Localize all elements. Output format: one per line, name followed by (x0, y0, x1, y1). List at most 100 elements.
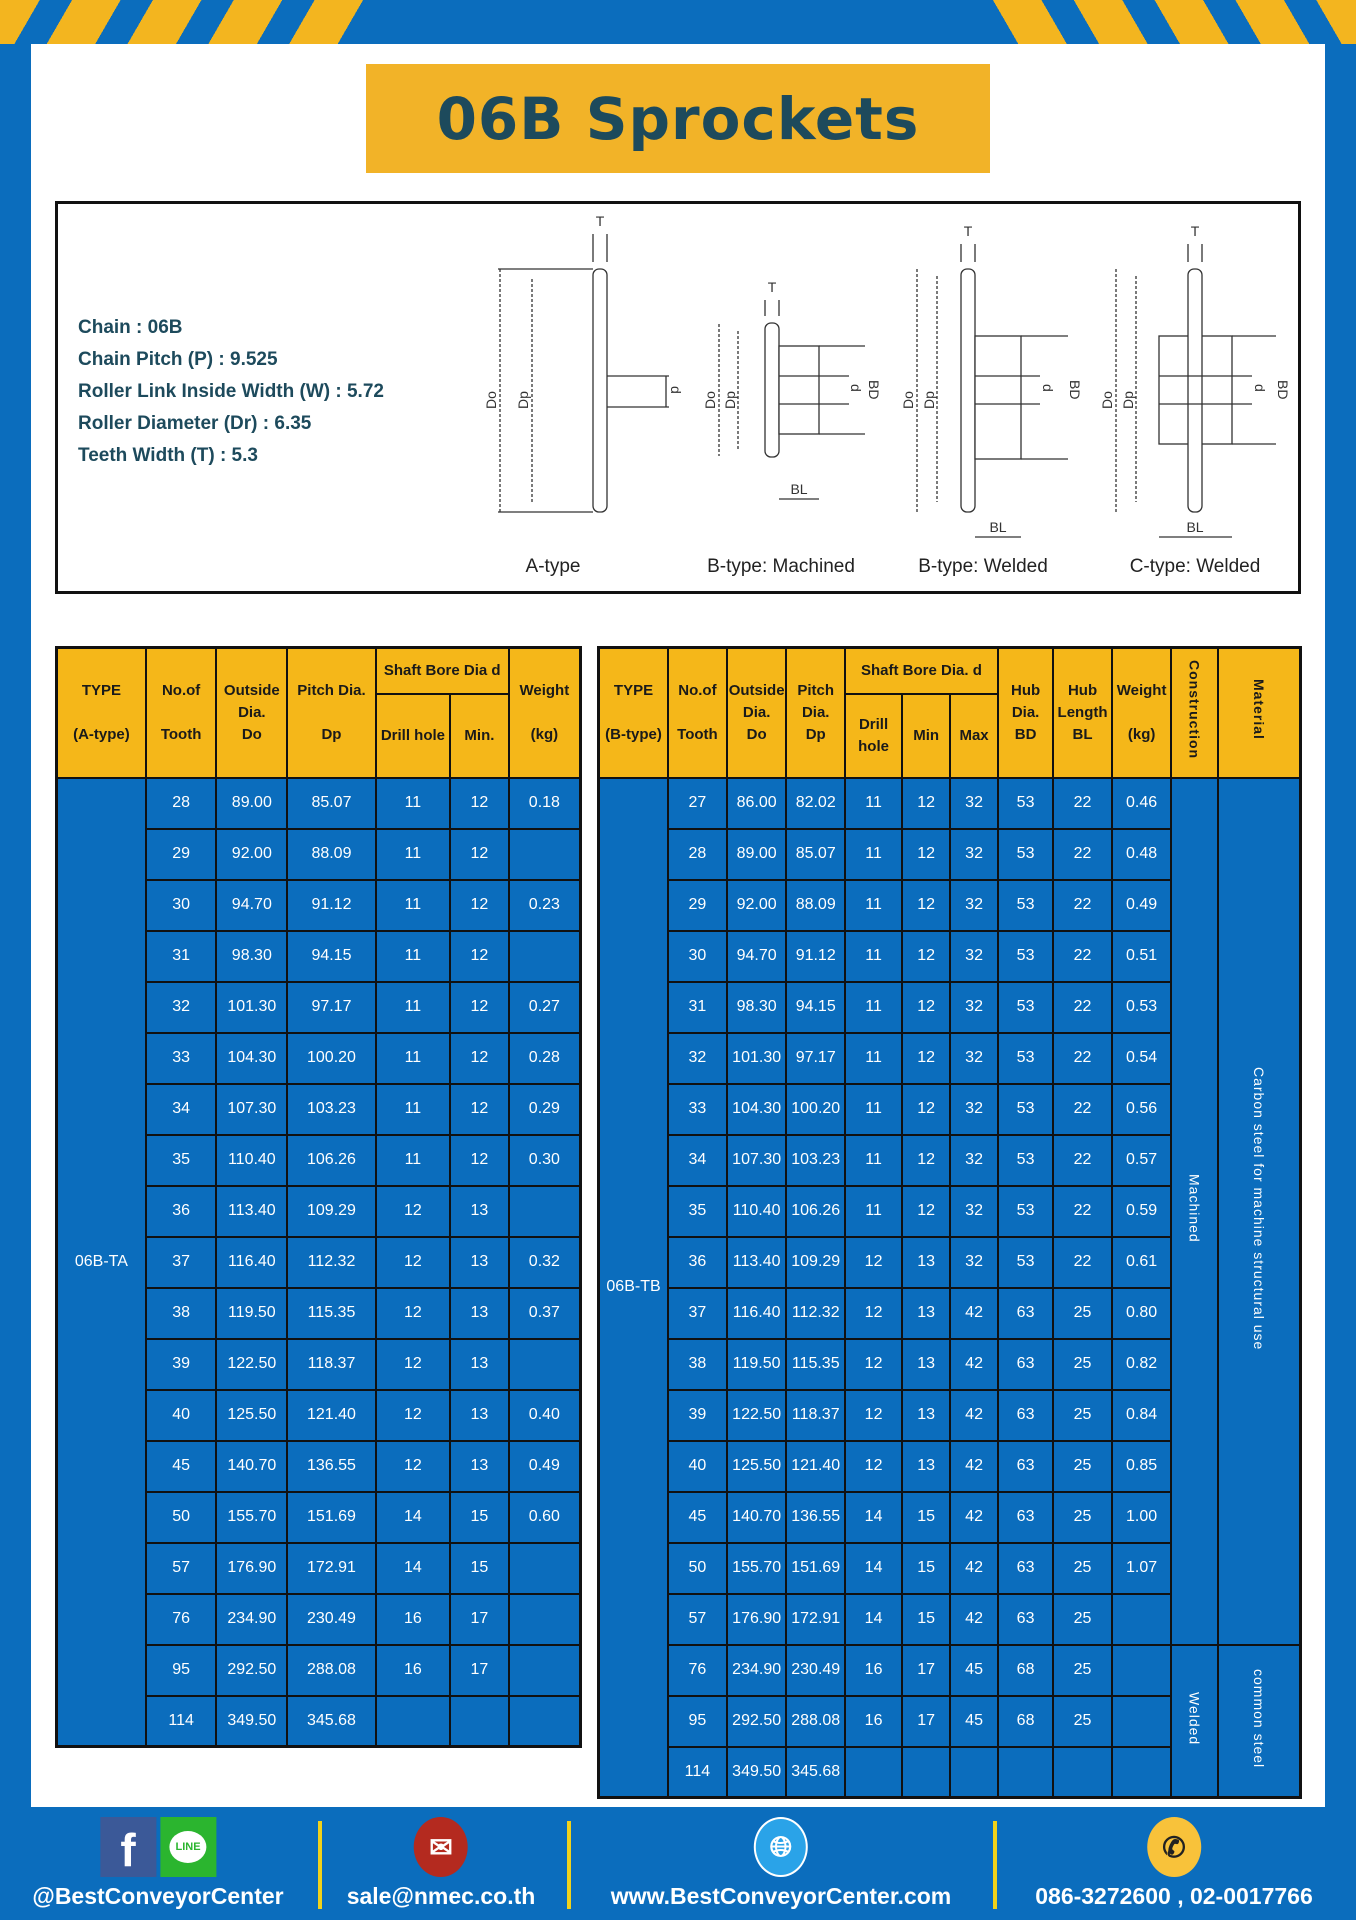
material-label: Carbon steel for machine structural use (1250, 1066, 1267, 1351)
social-handle[interactable]: @BestConveyorCenter (32, 1883, 284, 1909)
cell-min-bore: 13 (901, 1235, 952, 1289)
spec-chain: Chain : 06B (78, 317, 183, 338)
dim-label-d: d (848, 384, 864, 392)
cell-pitch-dia: 112.32 (286, 1235, 377, 1289)
cell-teeth: 33 (667, 1082, 728, 1136)
cell-pitch-dia: 136.55 (785, 1490, 846, 1544)
cell-min-bore: 13 (449, 1388, 510, 1442)
cell-outside-dia: 110.40 (725, 1184, 788, 1238)
cell-outside-dia: 349.50 (215, 1694, 289, 1748)
cell-min-bore: 12 (449, 878, 510, 932)
cell-drill-hole: 11 (374, 1133, 452, 1187)
cell-hub-dia: 63 (996, 1286, 1055, 1340)
cell-weight: 1.07 (1110, 1541, 1173, 1595)
website-link[interactable]: www.BestConveyorCenter.com (610, 1883, 952, 1909)
page-title: 06B Sprockets (366, 64, 990, 173)
footer-email[interactable]: ✉ sale@nmec.co.th (346, 1817, 536, 1910)
cell-max-bore: 42 (949, 1337, 999, 1391)
cell-drill-hole (843, 1745, 904, 1799)
footer-website[interactable]: 🌐︎ www.BestConveyorCenter.com (611, 1817, 951, 1910)
type-cell: 06B-TA (55, 776, 147, 1748)
cell-hub-dia: 53 (996, 1235, 1055, 1289)
material-cell: common steel (1216, 1643, 1302, 1799)
dim-label-bd: BD (1275, 380, 1291, 399)
cell-hub-length: 22 (1052, 1235, 1113, 1289)
cell-teeth: 57 (144, 1541, 218, 1595)
cell-weight: 0.57 (1110, 1133, 1173, 1187)
cell-teeth: 40 (144, 1388, 218, 1442)
cell-weight (507, 1592, 582, 1646)
table-row: 06B-TA 28 89.00 85.07 11 12 0.18 (55, 776, 582, 1748)
cell-min-bore: 12 (449, 1031, 510, 1085)
footer-phone[interactable]: ✆ 086-3272600 , 02-0017766 (1035, 1817, 1313, 1910)
cell-teeth: 38 (667, 1337, 728, 1391)
cell-weight: 0.54 (1110, 1031, 1173, 1085)
footer: f LINE @BestConveyorCenter ✉ sale@nmec.c… (0, 1807, 1356, 1920)
cell-weight: 0.53 (1110, 980, 1173, 1034)
cell-hub-length: 22 (1052, 1184, 1113, 1238)
cell-min-bore: 12 (901, 1082, 952, 1136)
dim-label-do: Do (702, 391, 718, 409)
cell-teeth: 36 (144, 1184, 218, 1238)
cell-pitch-dia: 82.02 (785, 776, 846, 830)
facebook-icon[interactable]: f (100, 1817, 156, 1877)
spec-teeth-width: Teeth Width (T) : 5.3 (78, 445, 258, 466)
dim-label-do: Do (900, 391, 916, 409)
cell-hub-dia: 68 (996, 1694, 1055, 1748)
cell-hub-dia: 63 (996, 1490, 1055, 1544)
cell-pitch-dia: 115.35 (286, 1286, 377, 1340)
cell-pitch-dia: 230.49 (286, 1592, 377, 1646)
cell-weight (1110, 1745, 1173, 1799)
header-outside-dia: Outside Dia. Do (725, 646, 788, 779)
cell-min-bore: 12 (449, 980, 510, 1034)
table-row: 34 107.30 103.23 11 12 0.29 (57, 1082, 582, 1136)
dim-label-d: d (1252, 384, 1268, 392)
header-min: Min. (449, 692, 510, 779)
cell-drill-hole: 16 (374, 1643, 452, 1697)
cell-weight: 0.80 (1110, 1286, 1173, 1340)
cell-max-bore: 32 (949, 1082, 999, 1136)
cell-max-bore: 32 (949, 1031, 999, 1085)
cell-teeth: 29 (144, 827, 218, 881)
dim-label-dp: Dp (1120, 391, 1136, 409)
phone-numbers[interactable]: 086-3272600 , 02-0017766 (1035, 1883, 1313, 1909)
cell-pitch-dia: 85.07 (785, 827, 846, 881)
cell-min-bore: 15 (449, 1490, 510, 1544)
cell-hub-length: 22 (1052, 1082, 1113, 1136)
label-b-type-machined: B-type: Machined (707, 556, 855, 577)
cell-outside-dia: 104.30 (215, 1031, 289, 1085)
table-row: 40 125.50 121.40 12 13 42 63 25 0.85 (599, 1439, 1301, 1493)
email-link[interactable]: sale@nmec.co.th (346, 1883, 536, 1909)
cell-drill-hole: 16 (374, 1592, 452, 1646)
cell-max-bore (949, 1745, 999, 1799)
table-row: 76 234.90 230.49 16 17 45 68 25 Welded common ste… (599, 1643, 1302, 1799)
construction-label: Welded (1186, 1691, 1203, 1745)
cell-teeth: 95 (144, 1643, 218, 1697)
cell-hub-dia: 53 (996, 929, 1055, 983)
cell-hub-length: 22 (1052, 878, 1113, 932)
dim-label-d: d (668, 386, 684, 394)
cell-pitch-dia: 118.37 (286, 1337, 377, 1391)
cell-outside-dia: 292.50 (725, 1694, 788, 1748)
header-type: TYPE (A-type) (55, 646, 147, 779)
cell-weight: 0.56 (1110, 1082, 1173, 1136)
cell-max-bore: 32 (949, 980, 999, 1034)
header-material: Material (1216, 646, 1302, 779)
divider (318, 1821, 322, 1909)
cell-min-bore: 13 (449, 1184, 510, 1238)
cell-pitch-dia: 345.68 (286, 1694, 377, 1748)
cell-min-bore: 12 (449, 776, 510, 830)
cell-pitch-dia: 88.09 (785, 878, 846, 932)
cell-pitch-dia: 103.23 (785, 1133, 846, 1187)
table-row: 30 94.70 91.12 11 12 0.23 (57, 878, 582, 932)
footer-social[interactable]: f LINE @BestConveyorCenter (32, 1817, 284, 1910)
cell-drill-hole: 12 (374, 1337, 452, 1391)
table-row: 30 94.70 91.12 11 12 32 53 22 0.51 (599, 929, 1301, 983)
cell-hub-length: 25 (1052, 1541, 1113, 1595)
line-icon[interactable]: LINE (160, 1817, 216, 1877)
cell-hub-dia: 63 (996, 1592, 1055, 1646)
cell-hub-dia: 53 (996, 827, 1055, 881)
cell-min-bore: 12 (449, 827, 510, 881)
cell-hub-dia: 53 (996, 776, 1055, 830)
sprocket-diagram-box: Chain : 06B Chain Pitch (P) : 9.525 Roll… (55, 201, 1301, 594)
